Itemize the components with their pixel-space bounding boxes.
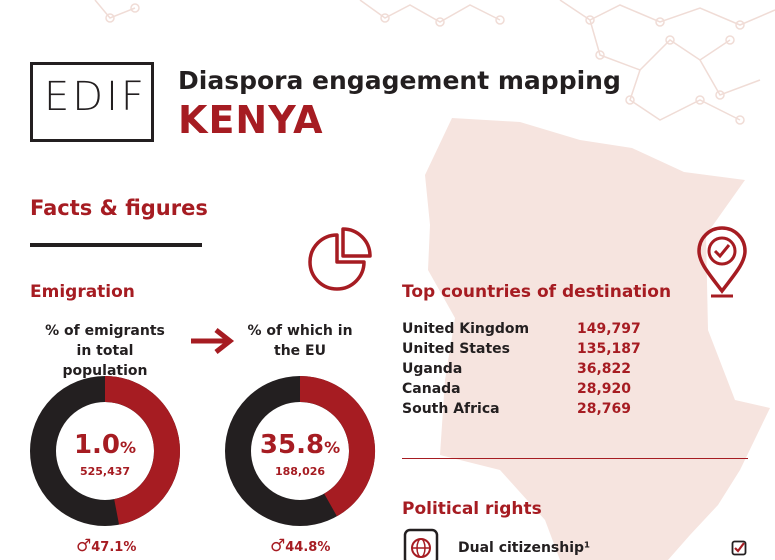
total-percent-sign: % <box>120 438 137 457</box>
eu-percent-sign: % <box>324 438 341 457</box>
network-pattern <box>94 0 775 125</box>
donut-arc-eu <box>299 376 375 517</box>
male-icon: ♂ <box>270 536 286 556</box>
destination-country: United States <box>402 341 510 357</box>
country-title: KENYA <box>178 98 324 142</box>
emigrants-total-label: % of emigrants in total population <box>45 323 165 379</box>
male-eu: ♂44.8% <box>270 536 330 556</box>
arrow-right-icon <box>191 328 235 354</box>
destination-value: 36,822 <box>577 361 632 377</box>
section-divider <box>30 243 202 247</box>
destination-country: Canada <box>402 381 461 397</box>
destination-value: 28,920 <box>577 381 632 397</box>
destination-country: United Kingdom <box>402 321 530 337</box>
pie-chart-icon <box>308 227 372 291</box>
logo-frame <box>30 62 154 142</box>
destinations-title: Top countries of destination <box>402 282 672 302</box>
destination-value: 28,769 <box>577 401 632 417</box>
destination-country: South Africa <box>402 401 500 417</box>
section-divider <box>402 458 748 459</box>
destination-row: Canada 28,920 <box>402 381 662 401</box>
total-count: 525,437 <box>79 465 131 478</box>
donut-arc-total <box>104 376 180 525</box>
donut-chart-eu <box>225 376 375 526</box>
eu-value: 35.8% <box>223 430 377 460</box>
logo: EDIF <box>44 74 147 120</box>
destination-value: 135,187 <box>577 341 641 357</box>
emigration-title: Emigration <box>30 282 135 302</box>
male-total-value: 47.1% <box>91 540 137 555</box>
political-rights-title: Political rights <box>402 499 542 519</box>
male-eu-value: 44.8% <box>285 540 331 555</box>
page-title: Diaspora engagement mapping <box>178 66 621 95</box>
male-total: ♂47.1% <box>76 536 136 556</box>
destination-value: 149,797 <box>577 321 641 337</box>
destination-row: South Africa 28,769 <box>402 401 662 421</box>
total-value: 1.0% <box>28 430 182 460</box>
checkbox-checked-icon <box>731 540 747 556</box>
male-icon: ♂ <box>76 536 92 556</box>
destination-country: Uganda <box>402 361 463 377</box>
passport-globe-icon <box>403 528 439 560</box>
eu-count: 188,026 <box>274 465 326 478</box>
eu-number: 35.8 <box>259 430 325 460</box>
section-title: Facts & figures <box>30 196 208 220</box>
destination-row: Uganda 36,822 <box>402 361 662 381</box>
total-number: 1.0 <box>73 430 121 460</box>
destination-row: United Kingdom 149,797 <box>402 321 662 341</box>
kenya-map <box>425 118 770 560</box>
dual-citizenship-label: Dual citizenship¹ <box>458 540 591 556</box>
emigrants-eu-label: % of which in the EU <box>247 323 353 359</box>
location-pin-icon <box>697 226 747 298</box>
destination-row: United States 135,187 <box>402 341 662 361</box>
donut-chart-total <box>30 376 180 526</box>
